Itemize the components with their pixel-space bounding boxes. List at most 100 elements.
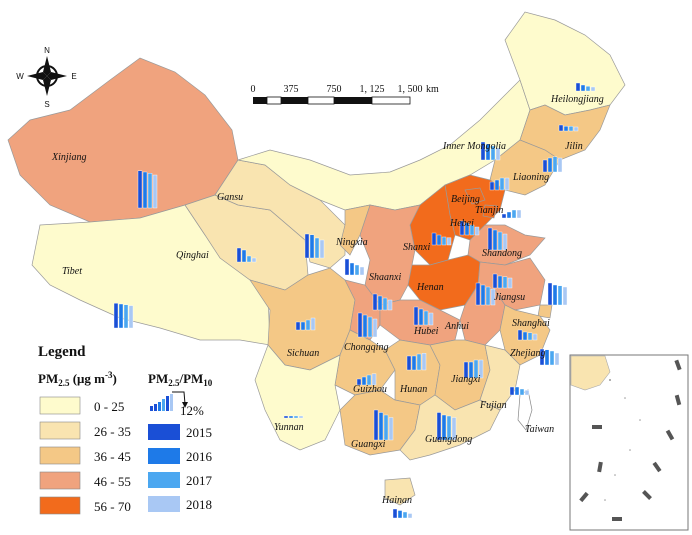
bar-sichuan-2018 — [310, 317, 316, 331]
bar-qinghai-2017 — [246, 255, 252, 263]
bar-hainan-2015 — [392, 508, 398, 519]
bar-anhui-2018 — [562, 286, 568, 306]
bar-tianjin-2018 — [516, 209, 522, 219]
legend-class-label-1: 26 - 35 — [94, 424, 131, 439]
bar-ningxia-2018 — [359, 266, 365, 276]
bar-jilin-2015 — [558, 124, 564, 132]
label-jilin: Jilin — [565, 141, 583, 152]
label-liaoning: Liaoning — [512, 172, 549, 183]
label-hubei: Hubei — [413, 326, 439, 337]
label-inner-mongolia: Inner Mongolia — [442, 141, 506, 152]
bar-shaanxi-2015 — [372, 293, 378, 311]
bar-gansu-2018 — [319, 239, 325, 259]
bar-hunan-2015 — [406, 355, 412, 371]
bar-guangdong-2015 — [436, 412, 442, 441]
bar-fujian-2018 — [524, 390, 530, 396]
bar-sichuan-2015 — [295, 321, 301, 331]
bar-chongqing-2016 — [362, 314, 368, 338]
legend-year-label-2015: 2015 — [186, 425, 212, 440]
label-chongqing: Chongqing — [344, 342, 388, 353]
bar-shandong-2018 — [502, 233, 508, 251]
bar-qinghai-2015 — [236, 247, 242, 263]
bar-fujian-2016 — [514, 386, 520, 396]
bar-inner-mongolia-2016 — [485, 143, 491, 161]
bar-tianjin-2017 — [511, 209, 517, 219]
bar-heilongjiang-2016 — [580, 84, 586, 92]
label-gansu: Gansu — [217, 192, 243, 203]
bar-hainan-2016 — [397, 510, 403, 519]
bar-inner-mongolia-2017 — [490, 145, 496, 161]
province-tianjin[interactable] — [482, 204, 498, 219]
bar-anhui-2017 — [557, 285, 563, 306]
bar-guangdong-2018 — [451, 417, 457, 441]
bar-shaanxi-2017 — [382, 297, 388, 311]
bar-beijing-2017 — [499, 177, 505, 191]
bar-heilongjiang-2018 — [590, 86, 596, 92]
bar-hainan-2018 — [407, 513, 413, 519]
bar-chongqing-2015 — [357, 312, 363, 338]
bar-xinjiang-2017 — [147, 172, 153, 209]
legend-ratio-example: 12% — [180, 403, 204, 418]
bar-jiangxi-2015 — [463, 361, 469, 379]
legend-year-swatch-2015 — [148, 424, 180, 440]
legend-year-label-2017: 2017 — [186, 473, 213, 488]
bar-xinjiang-2015 — [137, 170, 143, 209]
bar-gansu-2016 — [309, 234, 315, 259]
bar-ningxia-2015 — [344, 258, 350, 276]
bar-chongqing-2017 — [367, 316, 373, 338]
label-tianjin: Tianjin — [475, 205, 503, 216]
bar-tibet-2016 — [118, 303, 124, 329]
south-china-sea-inset — [569, 354, 689, 531]
bar-anhui-2016 — [552, 284, 558, 306]
label-henan: Henan — [416, 282, 444, 293]
label-jiangxi: Jiangxi — [451, 374, 481, 385]
bar-ningxia-2016 — [349, 262, 355, 276]
bar-beijing-2015 — [489, 181, 495, 191]
bar-hubei-2015 — [413, 306, 419, 326]
province-shaanxi[interactable] — [359, 204, 421, 306]
bar-guizhou-2016 — [361, 376, 367, 386]
bar-hunan-2016 — [411, 355, 417, 371]
bar-beijing-2018 — [504, 177, 510, 191]
bar-henan-2017 — [485, 286, 491, 306]
legend-ratio-heading: PM2.5/PM10 — [148, 371, 213, 388]
bar-shanxi-2017 — [441, 236, 447, 246]
label-yunnan: Yunnan — [274, 422, 304, 433]
label-jiangsu: Jiangsu — [494, 292, 525, 303]
bar-tibet-2017 — [123, 304, 129, 329]
bar-anhui-2015 — [547, 282, 553, 306]
province-beijing[interactable] — [464, 187, 486, 205]
bar-jilin-2016 — [563, 125, 569, 132]
scale-unit: km — [426, 84, 439, 95]
bar-henan-2018 — [490, 288, 496, 306]
bar-ningxia-2017 — [354, 264, 360, 276]
bar-liaoning-2017 — [552, 156, 558, 173]
bar-qinghai-2018 — [251, 257, 257, 263]
scale-tick-4: 1, 500 — [398, 84, 423, 95]
bar-tianjin-2016 — [506, 211, 512, 219]
scale-tick-0: 0 — [251, 84, 256, 95]
label-guangdong: Guangdong — [425, 434, 472, 445]
bar-glyph-layer — [113, 82, 596, 519]
bar-zhejiang-2016 — [544, 349, 550, 366]
province-hainan[interactable] — [384, 477, 416, 506]
compass-n: N — [44, 46, 50, 55]
compass-rose: N S E W — [16, 46, 76, 109]
bar-henan-2016 — [480, 284, 486, 306]
label-ningxia: Ningxia — [335, 237, 368, 248]
bar-jiangxi-2018 — [478, 359, 484, 379]
bar-hubei-2016 — [418, 308, 424, 326]
bar-guangdong-2016 — [441, 414, 447, 441]
bar-hebei-2018 — [474, 226, 480, 236]
legend-pm25-heading: PM2.5 (μg m-3) — [38, 370, 117, 388]
bar-guizhou-2015 — [356, 378, 362, 386]
province-ningxia[interactable] — [339, 204, 371, 256]
label-zhejiang: Zhejiang — [510, 348, 546, 359]
compass-w: W — [16, 72, 24, 81]
label-beijing: Beijing — [451, 194, 480, 205]
bar-inner-mongolia-2018 — [495, 147, 501, 161]
bar-guangxi-2018 — [388, 417, 394, 441]
label-shaanxi: Shaanxi — [369, 272, 401, 283]
province-yunnan[interactable] — [254, 344, 341, 451]
